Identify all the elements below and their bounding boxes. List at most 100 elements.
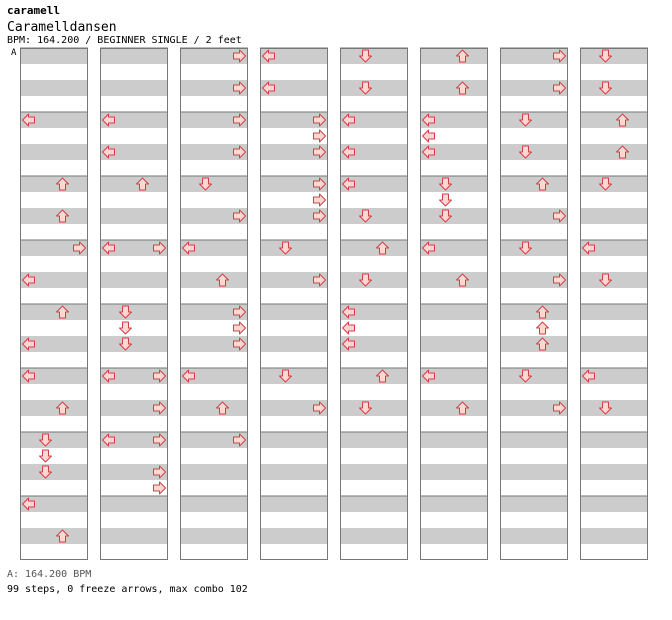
right-arrow-icon xyxy=(313,193,326,207)
right-arrow-icon xyxy=(313,145,326,159)
up-arrow-icon xyxy=(616,113,629,127)
up-arrow-icon xyxy=(536,337,549,351)
chart-column xyxy=(100,47,168,560)
beat-stripe xyxy=(260,304,328,320)
beat-stripe xyxy=(580,48,648,64)
beat-stripe xyxy=(180,240,248,256)
column-border xyxy=(580,48,648,560)
beat-stripe xyxy=(180,80,248,96)
down-arrow-icon xyxy=(119,305,132,319)
down-arrow-icon xyxy=(519,241,532,255)
up-arrow-icon xyxy=(56,177,69,191)
up-arrow-icon xyxy=(456,273,469,287)
beat-stripe xyxy=(100,400,168,416)
left-arrow-icon xyxy=(582,369,595,383)
right-arrow-icon xyxy=(313,401,326,415)
beat-stripe xyxy=(260,240,328,256)
chart-column xyxy=(580,47,648,560)
beat-stripe xyxy=(500,304,568,320)
beat-stripe xyxy=(420,400,488,416)
up-arrow-icon xyxy=(376,369,389,383)
up-arrow-icon xyxy=(56,529,69,543)
column-border xyxy=(100,48,168,560)
up-arrow-icon xyxy=(536,177,549,191)
left-arrow-icon xyxy=(22,337,35,351)
beat-stripe xyxy=(500,240,568,256)
column-border xyxy=(420,48,488,560)
chart-column xyxy=(500,47,568,560)
beat-stripe xyxy=(260,48,328,64)
down-arrow-icon xyxy=(359,273,372,287)
down-arrow-icon xyxy=(39,465,52,479)
beat-stripe xyxy=(180,272,248,288)
down-arrow-icon xyxy=(599,177,612,191)
down-arrow-icon xyxy=(199,177,212,191)
beat-stripe xyxy=(100,304,168,320)
beat-stripe xyxy=(500,336,568,352)
beat-stripe xyxy=(260,528,328,544)
down-arrow-icon xyxy=(599,49,612,63)
beat-stripe xyxy=(180,464,248,480)
beat-stripe xyxy=(420,496,488,512)
beat-stripe xyxy=(420,144,488,160)
right-arrow-icon xyxy=(153,433,166,447)
beat-stripe xyxy=(340,176,408,192)
down-arrow-icon xyxy=(439,209,452,223)
beat-stripe xyxy=(20,48,88,64)
beat-stripe xyxy=(100,368,168,384)
chart-column xyxy=(340,47,408,560)
beat-stripe xyxy=(340,80,408,96)
chart-column xyxy=(20,47,88,560)
chart-info: BPM: 164.200 / BEGINNER SINGLE / 2 feet xyxy=(7,35,242,46)
down-arrow-icon xyxy=(599,81,612,95)
beat-stripe xyxy=(100,464,168,480)
down-arrow-icon xyxy=(519,369,532,383)
beat-stripe xyxy=(180,144,248,160)
beat-stripe xyxy=(20,272,88,288)
beat-stripe xyxy=(20,304,88,320)
beat-stripe xyxy=(340,432,408,448)
beat-stripe xyxy=(420,336,488,352)
beat-stripe xyxy=(260,272,328,288)
up-arrow-icon xyxy=(56,401,69,415)
beat-stripe xyxy=(500,48,568,64)
beat-stripe xyxy=(340,208,408,224)
beat-stripe xyxy=(180,400,248,416)
left-arrow-icon xyxy=(262,81,275,95)
beat-stripe xyxy=(420,304,488,320)
beat-stripe xyxy=(340,112,408,128)
right-arrow-icon xyxy=(313,129,326,143)
left-arrow-icon xyxy=(22,113,35,127)
left-arrow-icon xyxy=(102,145,115,159)
beat-stripe xyxy=(260,112,328,128)
beat-stripe xyxy=(420,272,488,288)
left-arrow-icon xyxy=(582,241,595,255)
beat-stripe xyxy=(500,272,568,288)
right-arrow-icon xyxy=(313,113,326,127)
beat-stripe xyxy=(180,528,248,544)
down-arrow-icon xyxy=(119,321,132,335)
beat-stripe xyxy=(180,208,248,224)
down-arrow-icon xyxy=(279,369,292,383)
down-arrow-icon xyxy=(39,449,52,463)
right-arrow-icon xyxy=(553,401,566,415)
up-arrow-icon xyxy=(56,209,69,223)
up-arrow-icon xyxy=(216,401,229,415)
beat-stripe xyxy=(100,112,168,128)
beat-stripe xyxy=(20,400,88,416)
right-arrow-icon xyxy=(553,209,566,223)
down-arrow-icon xyxy=(519,113,532,127)
chart-column xyxy=(260,47,328,560)
beat-stripe xyxy=(580,112,648,128)
right-arrow-icon xyxy=(553,49,566,63)
left-arrow-icon xyxy=(422,113,435,127)
beat-stripe xyxy=(340,272,408,288)
beat-stripe xyxy=(180,304,248,320)
right-arrow-icon xyxy=(233,49,246,63)
column-border xyxy=(20,48,88,560)
up-arrow-icon xyxy=(456,401,469,415)
down-arrow-icon xyxy=(359,49,372,63)
right-arrow-icon xyxy=(553,273,566,287)
beat-stripe xyxy=(260,144,328,160)
right-arrow-icon xyxy=(233,321,246,335)
